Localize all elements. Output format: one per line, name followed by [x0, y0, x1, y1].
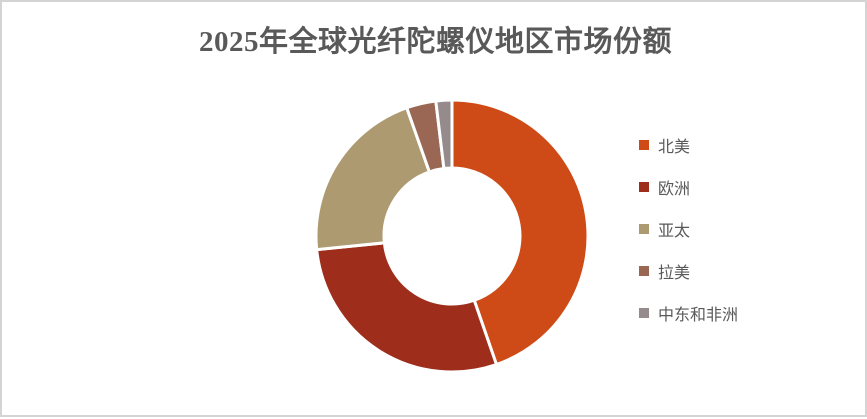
legend-label: 北美: [658, 139, 691, 156]
chart-legend: 北美欧洲亚太拉美中东和非洲: [639, 124, 738, 334]
legend-swatch-icon: [639, 182, 649, 192]
legend-label: 欧洲: [658, 181, 691, 198]
legend-label: 亚太: [658, 223, 691, 240]
legend-label: 拉美: [658, 265, 691, 282]
pie-slice-asia-pacific: [314, 105, 432, 252]
legend-swatch-icon: [639, 266, 649, 276]
legend-item-asia-pacific: 亚太: [639, 208, 738, 250]
legend-item-europe: 欧洲: [639, 166, 738, 208]
pie-slice-europe: [315, 241, 499, 374]
legend-item-middle-east-africa: 中东和非洲: [639, 292, 738, 334]
legend-swatch-icon: [639, 224, 649, 234]
pie-slice-north-america: [450, 98, 590, 367]
legend-item-north-america: 北美: [639, 124, 738, 166]
legend-swatch-icon: [639, 308, 649, 318]
legend-swatch-icon: [639, 140, 649, 150]
legend-label: 中东和非洲: [658, 307, 739, 324]
chart-title: 2025年全球光纤陀螺仪地区市场份额: [198, 26, 672, 58]
pie-slice-middle-east-africa: [434, 98, 454, 171]
legend-item-latin-america: 拉美: [639, 250, 738, 292]
